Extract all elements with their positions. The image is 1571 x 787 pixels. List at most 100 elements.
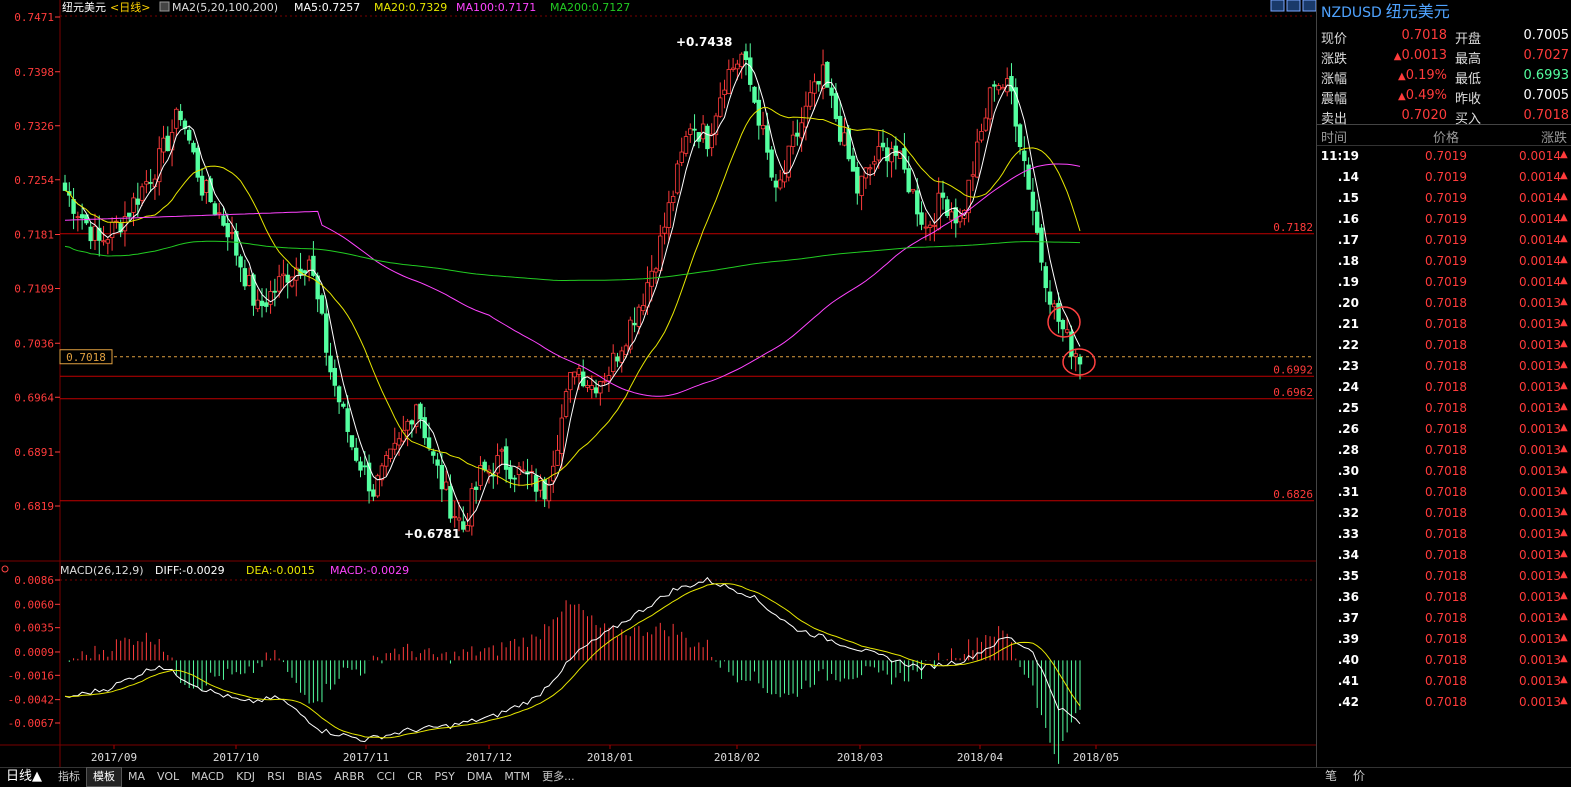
candle-body (885, 147, 890, 162)
price-tick-label: 0.6891 (14, 446, 54, 459)
time-tick-label: 2018/02 (714, 751, 760, 764)
candle-body (495, 455, 500, 474)
candle-body (358, 461, 363, 471)
candle-body (837, 115, 843, 142)
indicator-tab[interactable]: 指标 (58, 770, 80, 783)
candle-body (610, 352, 616, 373)
window-control-icon[interactable] (1302, 0, 1316, 12)
quote-value: 0.6993 (1523, 68, 1570, 83)
candle-body (602, 380, 607, 383)
candle-body (726, 69, 732, 95)
tick-header-price: 价格 (1433, 131, 1460, 146)
tick-price: 0.7018 (1425, 359, 1467, 373)
candle-body (225, 223, 230, 238)
indicator-tab[interactable]: 更多... (542, 770, 575, 783)
dea-line (64, 583, 1081, 739)
candle-body (735, 63, 740, 70)
candle-body (940, 192, 946, 198)
tick-time: .39 (1337, 632, 1359, 646)
indicator-tab[interactable]: CCI (376, 770, 396, 783)
tick-change: 0.0014 (1519, 191, 1561, 205)
indicator-toolbar: 日线▲ 指标 模板 MA VOL MACD KDJ RSI BIAS ARBR CCI CR PSY D… (0, 767, 1571, 787)
candle-body (807, 92, 813, 107)
kline-chart[interactable]: 0.7471 0.7398 0.7326 0.7254 0.7181 0.7109 0.70… (0, 0, 1316, 768)
window-control-icon[interactable] (1270, 0, 1285, 12)
indicator-tab[interactable]: 模板 (86, 767, 122, 787)
macd-marker-icon (1, 565, 9, 573)
candle-body (666, 202, 672, 228)
candle-body (842, 132, 847, 146)
time-tick-label: 2017/10 (213, 751, 259, 764)
tick-row: .15 0.7019 0.0014 ▲ (1317, 191, 1571, 212)
tick-time: .23 (1337, 359, 1359, 373)
footer-tab-trades[interactable]: 笔 (1325, 769, 1338, 783)
candle-body (546, 484, 552, 502)
quote-label: 最低 (1455, 72, 1482, 87)
tick-price: 0.7018 (1425, 548, 1467, 562)
up-arrow-icon: ▲ (1560, 422, 1568, 433)
up-arrow-icon: ▲ (1560, 317, 1568, 328)
indicator-tab[interactable]: CR (407, 770, 423, 783)
candle-body (396, 438, 402, 446)
tick-time: .35 (1337, 569, 1359, 583)
candle-body (803, 105, 809, 128)
tick-price: 0.7019 (1425, 233, 1467, 247)
indicator-tab[interactable]: KDJ (236, 770, 256, 783)
tick-list[interactable]: 11:19 0.7019 0.0014 ▲ .14 0.7019 0.0014 ▲ .15 0.7… (1317, 146, 1571, 746)
chart-area[interactable]: 0.7471 0.7398 0.7326 0.7254 0.7181 0.7109 0.70… (0, 0, 1316, 768)
indicator-tab[interactable]: MACD (191, 770, 225, 783)
up-arrow-icon: ▲ (1560, 590, 1568, 601)
tick-row: .33 0.7018 0.0013 ▲ (1317, 527, 1571, 548)
tick-price: 0.7019 (1425, 149, 1467, 163)
tick-header-change: 涨跌 (1541, 131, 1568, 146)
candle-body (640, 305, 646, 312)
price-tick-label: 0.7254 (14, 174, 54, 187)
tick-time: .36 (1337, 590, 1359, 604)
candle-body (251, 274, 256, 306)
quote-label: 开盘 (1455, 32, 1482, 47)
indicator-tab[interactable]: RSI (267, 770, 285, 783)
candle-body (127, 212, 132, 217)
candle-body (1017, 124, 1023, 147)
candle-body (302, 270, 308, 274)
candle-body (859, 175, 864, 196)
legend-ma100: MA100:0.7171 (456, 1, 536, 14)
candle-body (1026, 164, 1031, 190)
indicator-tab[interactable]: MA (128, 770, 146, 783)
window-control-icon[interactable] (1286, 0, 1301, 12)
candle-body (748, 57, 753, 85)
indicator-tab[interactable]: ARBR (334, 770, 365, 783)
up-arrow-icon: ▲ (1560, 170, 1568, 181)
indicator-tab[interactable]: PSY (434, 770, 455, 783)
tick-price: 0.7018 (1425, 653, 1467, 667)
candle-body (409, 420, 415, 425)
candle-body (332, 367, 338, 386)
macd-tick-label: 0.0035 (14, 622, 54, 635)
indicator-tab[interactable]: BIAS (296, 770, 323, 783)
candle-body (431, 451, 436, 456)
candle-body (589, 385, 594, 390)
candle-body (473, 486, 479, 490)
up-arrow-icon: ▲ (1560, 611, 1568, 622)
tick-row: .25 0.7018 0.0013 ▲ (1317, 401, 1571, 422)
price-tick-label: 0.6964 (14, 391, 54, 404)
up-arrow-icon: ▲ (1560, 212, 1568, 223)
candle-body (718, 97, 723, 117)
quote-row: 震幅 ▲0.49% 昨收 0.7005 (1317, 88, 1571, 108)
tick-time: .37 (1337, 611, 1359, 625)
tick-change: 0.0013 (1519, 359, 1561, 373)
tick-change: 0.0013 (1519, 338, 1561, 352)
footer-tab-prices[interactable]: 价 (1353, 769, 1366, 783)
candle-body (366, 462, 372, 492)
period-selector[interactable]: 日线▲ (6, 769, 42, 784)
candle-body (1047, 291, 1053, 305)
quote-value-text: 0.0013 (1401, 48, 1448, 63)
indicator-tab[interactable]: VOL (157, 770, 180, 783)
indicator-tab[interactable]: MTM (504, 770, 531, 783)
indicator-tab[interactable]: DMA (466, 770, 493, 783)
candle-body (1064, 329, 1070, 333)
up-arrow-icon: ▲ (1560, 464, 1568, 475)
candle-body (131, 197, 136, 213)
price-tick-label: 0.7036 (14, 337, 54, 350)
candle-body (1013, 87, 1018, 127)
